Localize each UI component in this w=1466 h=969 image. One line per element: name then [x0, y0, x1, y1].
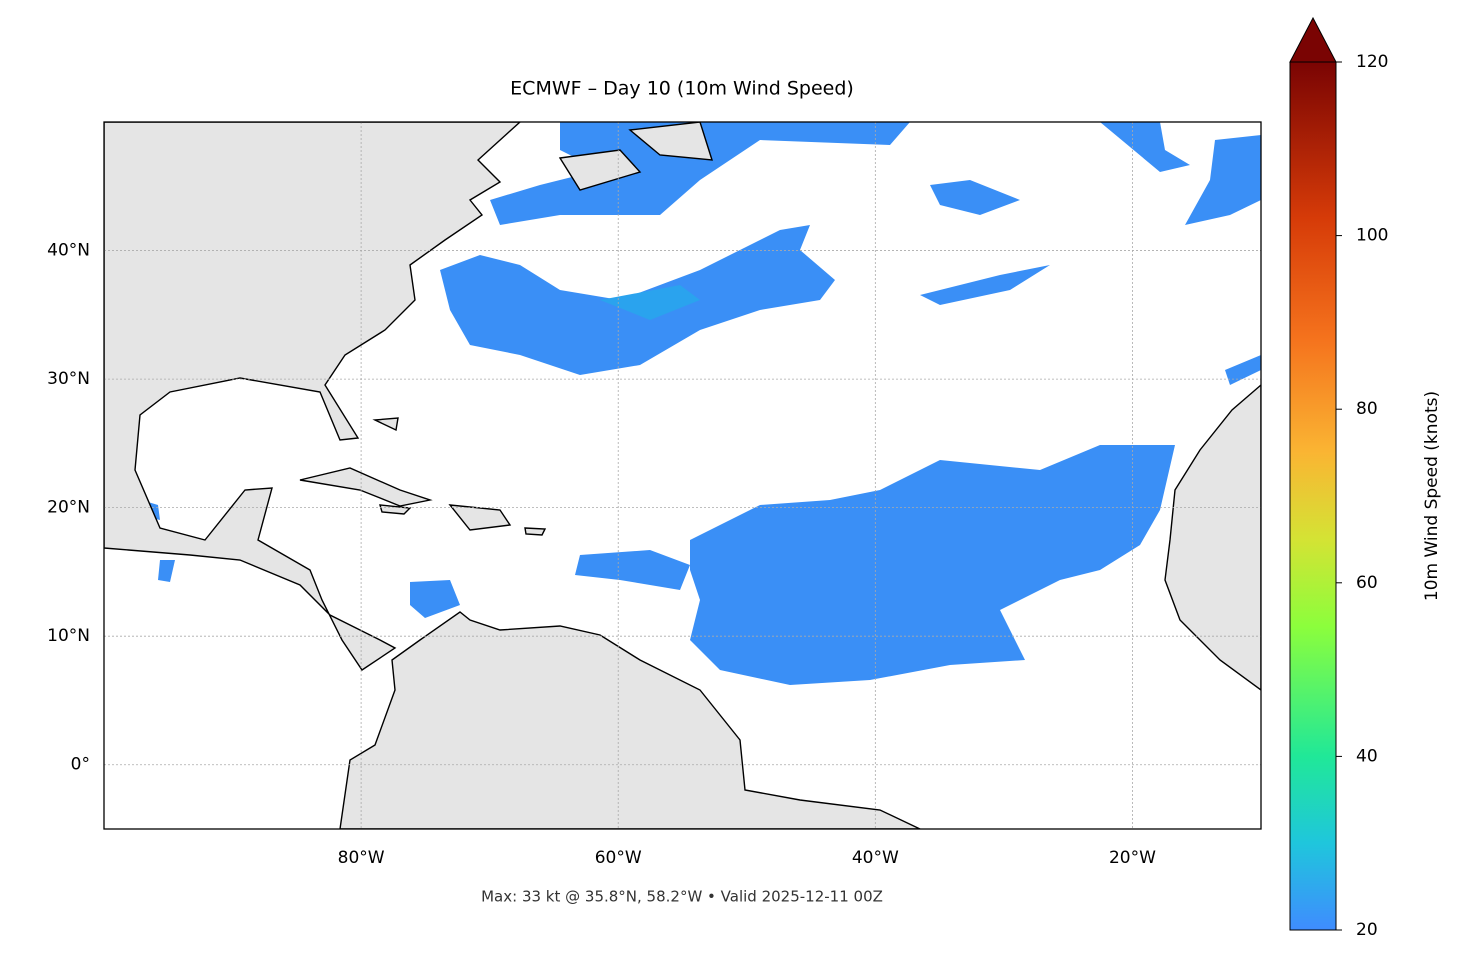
south-america [339, 611, 921, 829]
map-frame [103, 121, 1262, 830]
wind-area [148, 502, 690, 618]
wind-field [148, 122, 1261, 685]
y-tick-label: 30°N [47, 369, 90, 389]
map-title: ECMWF – Day 10 (10m Wind Speed) [510, 78, 854, 100]
colorbar-tick-label: 60 [1356, 573, 1378, 593]
africa [1164, 384, 1261, 691]
x-tick-label: 20°W [1109, 848, 1156, 868]
north-america [104, 122, 522, 671]
x-tick-label: 60°W [595, 848, 642, 868]
maritime-canada [558, 122, 713, 191]
colorbar-tick-label: 80 [1356, 399, 1378, 419]
wind-area [490, 122, 910, 225]
colorbar-gradient [1289, 61, 1337, 931]
colorbar-extend [1289, 16, 1337, 63]
y-tick-label: 10°N [47, 626, 90, 646]
wind-area [600, 285, 700, 320]
x-tick-label: 40°W [852, 848, 899, 868]
grid [104, 122, 1261, 829]
land [104, 122, 1261, 829]
colorbar: 20 40 60 80 100 120 10m Wind Speed (knots) [1289, 16, 1442, 940]
colorbar-tick-label: 40 [1356, 746, 1378, 766]
map-area [104, 122, 1261, 829]
colorbar-tick-label: 20 [1356, 920, 1378, 940]
wind-area [920, 122, 1261, 385]
y-tick-label: 40°N [47, 241, 90, 261]
colorbar-tick-label: 100 [1356, 226, 1388, 246]
x-tick-label: 80°W [338, 848, 385, 868]
caribbean-islands [299, 417, 547, 536]
y-tick-label: 20°N [47, 498, 90, 518]
wind-area [690, 445, 1175, 685]
footer-note: Max: 33 kt @ 35.8°N, 58.2°W • Valid 2025… [481, 888, 883, 906]
colorbar-tick-label: 120 [1356, 52, 1388, 72]
colorbar-label: 10m Wind Speed (knots) [1422, 391, 1442, 601]
y-tick-label: 0° [71, 755, 90, 775]
axis-ticks: 80°W 60°W 40°W 20°W 40°N 30°N 20°N 10°N 0° [47, 241, 1156, 868]
colorbar-ticks: 20 40 60 80 100 120 [1336, 52, 1388, 940]
